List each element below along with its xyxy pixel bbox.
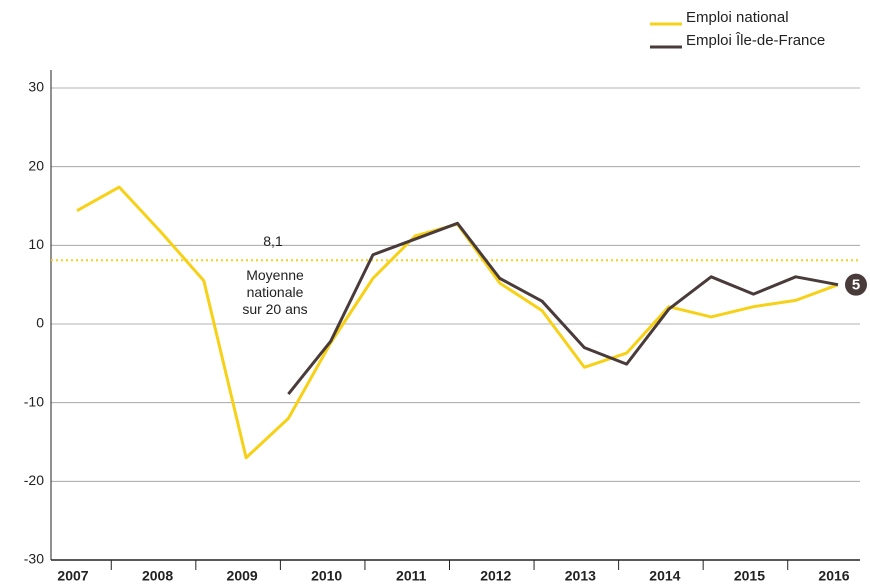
x-tick-label: 2014: [649, 568, 680, 584]
x-tick-label: 2012: [480, 568, 511, 584]
y-tick-label: 20: [28, 157, 44, 173]
y-tick-label: 0: [36, 315, 44, 331]
y-tick-label: 30: [28, 79, 44, 95]
series-line: [287, 221, 839, 395]
legend-label: Emploi Île-de-France: [686, 32, 825, 49]
end-marker: [845, 273, 867, 296]
reference-text: Moyenne: [246, 267, 304, 283]
y-tick-label: 10: [28, 236, 44, 252]
x-tick-label: 2011: [396, 568, 427, 584]
end-label: 5: [852, 277, 860, 294]
series-line: [76, 185, 839, 460]
legend-label: Emploi national: [686, 9, 789, 26]
y-tick-label: -10: [24, 393, 44, 409]
x-tick-label: 2007: [57, 568, 88, 584]
reference-value-label: 8,1: [263, 233, 283, 249]
x-tick-label: 2010: [311, 568, 342, 584]
x-tick-label: 2016: [818, 568, 849, 584]
reference-text: nationale: [247, 284, 304, 300]
reference-text: sur 20 ans: [242, 301, 307, 317]
y-tick-label: -30: [24, 551, 44, 567]
x-tick-label: 2008: [142, 568, 173, 584]
x-tick-label: 2015: [734, 568, 765, 584]
y-tick-label: -20: [24, 472, 44, 488]
x-tick-label: 2009: [227, 568, 258, 584]
x-tick-label: 2013: [565, 568, 596, 584]
